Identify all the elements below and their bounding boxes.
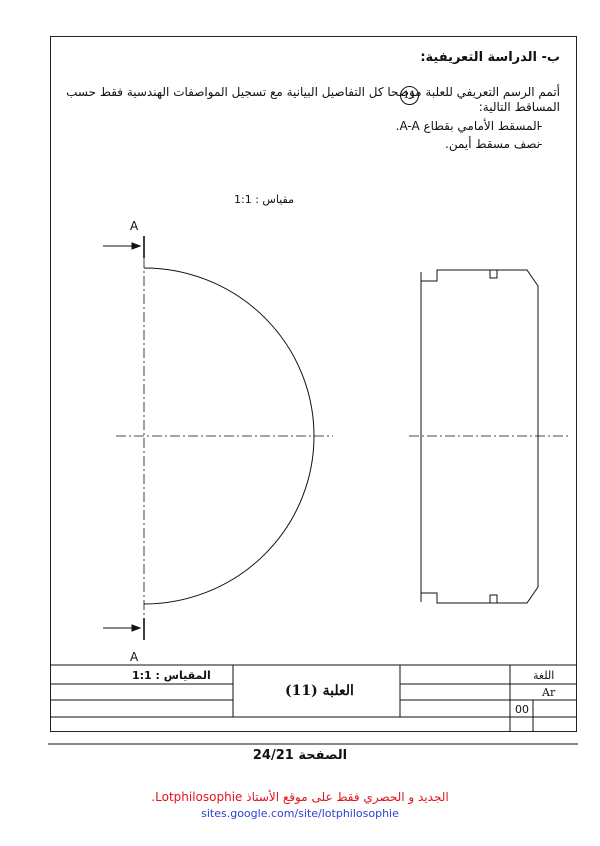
- title-block-grid: [50, 664, 577, 732]
- title-block-language-value: Ar: [542, 686, 556, 699]
- title-block-language-label: اللغة: [533, 669, 555, 682]
- part-number-circle: 11: [400, 86, 419, 105]
- groove-bottom: [489, 594, 498, 603]
- list-item-half-side-view: نصف مسقط أيمن.: [445, 137, 540, 151]
- groove-top: [489, 270, 498, 279]
- section-arrow-bottom: [103, 618, 145, 640]
- footer-promo-text: الجديد و الحصري فقط على موقع الأستاذ Lot…: [151, 790, 449, 804]
- title-block-part-name: العلبة (11): [285, 683, 354, 699]
- footer-url-link[interactable]: sites.google.com/site/lotphilosophie: [201, 807, 399, 820]
- drawing-scale-label: مقياس : 1:1: [234, 193, 294, 206]
- section-marker-top: A: [130, 219, 139, 233]
- side-profile-outline: [420, 269, 539, 604]
- instruction-line-2: المساقط التالية:: [478, 100, 560, 114]
- section-arrow-top: [103, 236, 145, 258]
- instruction-line-1: أتمم الرسم التعريفي للعلبة موضحا كل التف…: [66, 85, 560, 99]
- section-title: ب- الدراسة التعريفية:: [420, 50, 560, 65]
- list-dash: -: [538, 137, 543, 151]
- half-circle-outline: [143, 267, 315, 605]
- title-block-scale: المقياس : 1:1: [132, 669, 211, 682]
- list-item-front-view: المسقط الأمامي بقطاع A-A.: [395, 119, 540, 133]
- list-dash: -: [538, 119, 543, 133]
- section-marker-bottom: A: [130, 650, 139, 664]
- page-frame: [50, 36, 577, 732]
- page-number: الصفحة 24/21: [252, 748, 348, 763]
- title-block-revision: 00: [515, 703, 529, 716]
